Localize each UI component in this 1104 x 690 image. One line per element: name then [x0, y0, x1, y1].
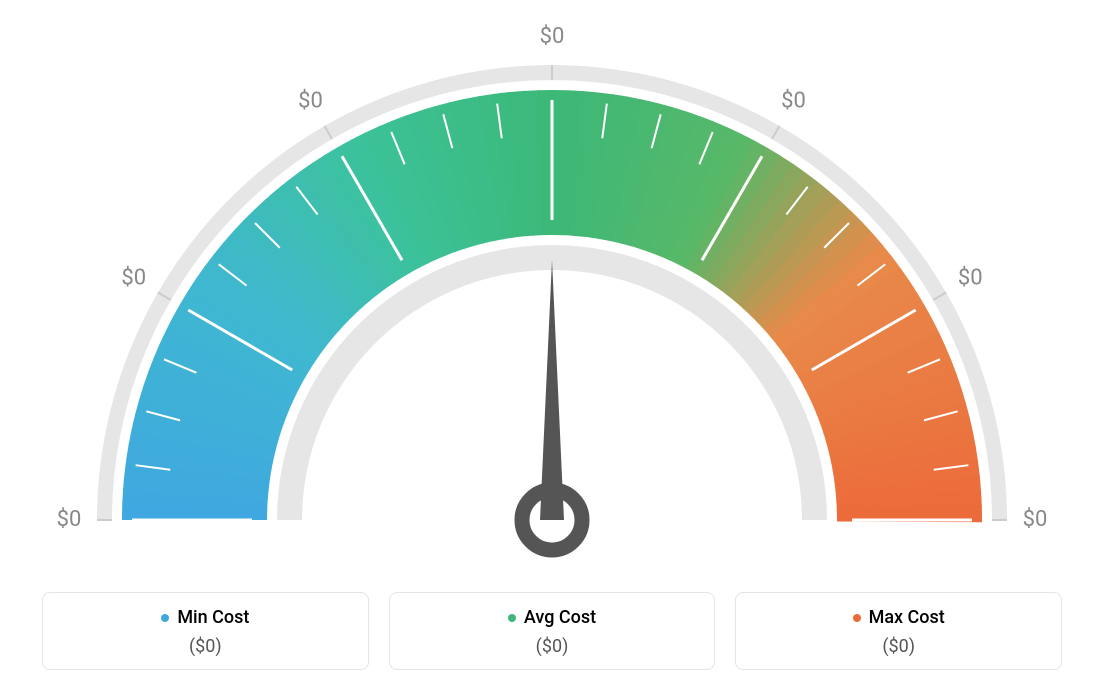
legend-row: Min Cost ($0) Avg Cost ($0) Max Cost ($0…	[42, 592, 1062, 671]
svg-text:$0: $0	[298, 89, 323, 114]
legend-label: Avg Cost	[524, 607, 596, 628]
dot-icon	[161, 614, 169, 622]
legend-title-max: Max Cost	[853, 607, 945, 628]
legend-card-min: Min Cost ($0)	[42, 592, 369, 671]
svg-text:$0: $0	[958, 265, 983, 290]
svg-text:$0: $0	[121, 265, 146, 290]
svg-text:$0: $0	[57, 507, 82, 532]
svg-text:$0: $0	[781, 89, 806, 114]
svg-text:$0: $0	[1023, 507, 1048, 532]
legend-card-avg: Avg Cost ($0)	[389, 592, 716, 671]
gauge-svg: $0 $0 $0 $0 $0 $0 $0	[52, 20, 1052, 560]
legend-label: Max Cost	[869, 607, 945, 628]
legend-value: ($0)	[53, 636, 358, 657]
legend-card-max: Max Cost ($0)	[735, 592, 1062, 671]
legend-label: Min Cost	[177, 607, 249, 628]
dot-icon	[853, 614, 861, 622]
cost-gauge: $0 $0 $0 $0 $0 $0 $0	[52, 20, 1052, 560]
legend-title-avg: Avg Cost	[508, 607, 596, 628]
legend-title-min: Min Cost	[161, 607, 249, 628]
dot-icon	[508, 614, 516, 622]
legend-value: ($0)	[400, 636, 705, 657]
legend-value: ($0)	[746, 636, 1051, 657]
svg-text:$0: $0	[540, 24, 565, 49]
